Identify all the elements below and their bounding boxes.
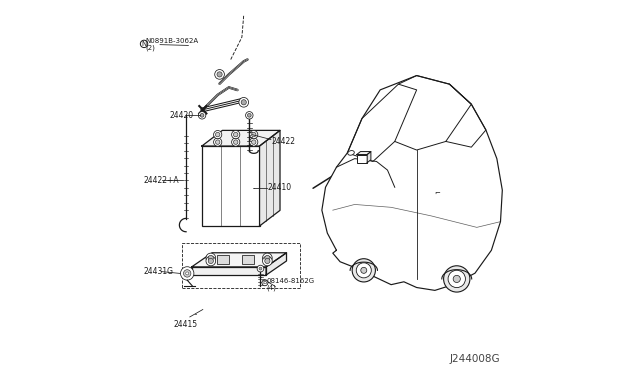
Text: ⌐: ⌐ — [434, 190, 440, 196]
Circle shape — [248, 113, 251, 117]
Polygon shape — [191, 267, 266, 275]
Bar — [242, 255, 254, 264]
Text: 24422: 24422 — [271, 137, 296, 146]
Circle shape — [234, 140, 238, 144]
Ellipse shape — [348, 151, 355, 155]
Circle shape — [215, 70, 225, 79]
Text: 24422+A: 24422+A — [143, 176, 179, 185]
Circle shape — [216, 140, 220, 144]
Circle shape — [239, 97, 248, 107]
Circle shape — [252, 132, 256, 137]
Circle shape — [232, 138, 240, 146]
Polygon shape — [202, 130, 280, 146]
Text: J244008G: J244008G — [450, 354, 500, 364]
Polygon shape — [356, 151, 371, 154]
Circle shape — [262, 256, 272, 266]
Text: B: B — [263, 280, 267, 285]
Circle shape — [259, 267, 262, 270]
Polygon shape — [266, 253, 287, 275]
Polygon shape — [322, 76, 502, 291]
Circle shape — [246, 112, 253, 119]
Circle shape — [208, 258, 213, 263]
Circle shape — [361, 267, 367, 273]
Circle shape — [265, 255, 270, 260]
Polygon shape — [260, 130, 280, 226]
Circle shape — [265, 258, 270, 263]
Polygon shape — [191, 253, 287, 267]
Text: 08146-8162G
(4): 08146-8162G (4) — [266, 278, 314, 291]
Text: 24410: 24410 — [268, 183, 292, 192]
Circle shape — [356, 263, 371, 278]
Circle shape — [184, 270, 191, 277]
Text: 24431G: 24431G — [143, 267, 173, 276]
Circle shape — [257, 265, 264, 272]
Circle shape — [232, 131, 240, 139]
Text: N: N — [141, 41, 147, 47]
Circle shape — [214, 138, 222, 146]
Circle shape — [352, 259, 376, 282]
Circle shape — [198, 112, 206, 119]
Circle shape — [250, 138, 258, 146]
Circle shape — [252, 140, 256, 144]
Circle shape — [234, 132, 238, 137]
Circle shape — [206, 253, 216, 263]
Bar — [202, 146, 260, 226]
Text: 24420: 24420 — [170, 111, 193, 120]
Circle shape — [216, 132, 220, 137]
Circle shape — [217, 72, 222, 77]
Polygon shape — [367, 151, 371, 163]
Circle shape — [262, 253, 272, 263]
Circle shape — [200, 113, 204, 117]
Text: N0891B-3062A
(2): N0891B-3062A (2) — [145, 38, 198, 51]
Bar — [356, 154, 367, 163]
Circle shape — [180, 267, 194, 280]
Circle shape — [448, 270, 465, 288]
Circle shape — [208, 255, 213, 260]
Circle shape — [250, 131, 258, 139]
Circle shape — [241, 100, 246, 105]
Circle shape — [453, 275, 460, 282]
Circle shape — [186, 272, 189, 275]
Bar — [217, 255, 228, 264]
Circle shape — [206, 256, 216, 266]
Circle shape — [444, 266, 470, 292]
Text: 24415: 24415 — [173, 320, 197, 329]
Circle shape — [214, 131, 222, 139]
